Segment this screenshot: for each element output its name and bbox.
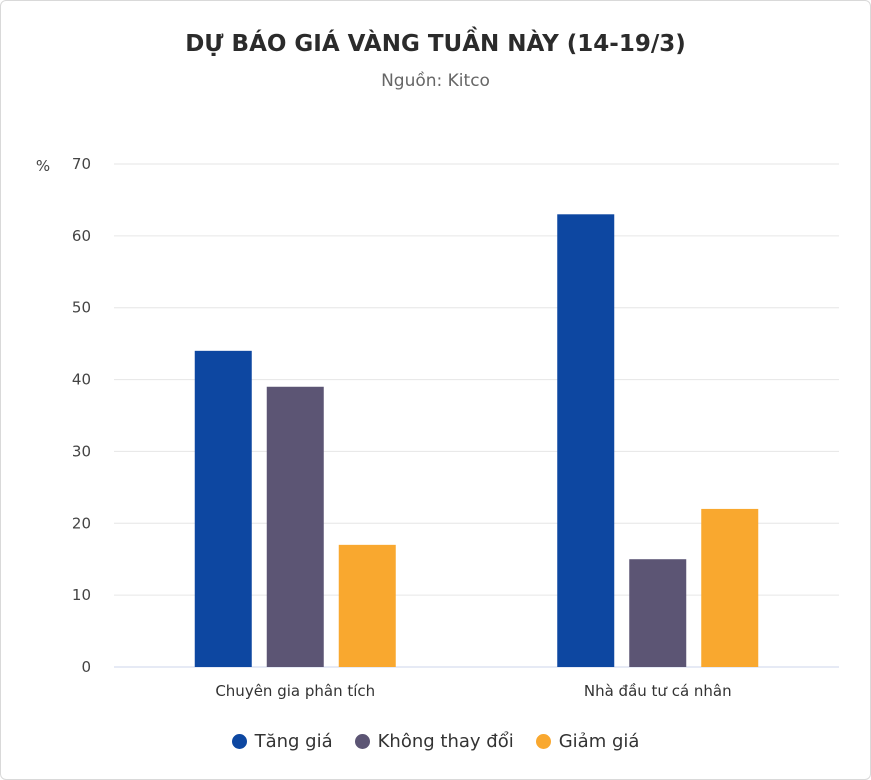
legend-marker-icon bbox=[354, 734, 370, 749]
bar-1-1 bbox=[194, 350, 252, 667]
bar-1-2 bbox=[557, 214, 615, 668]
legend-marker-icon bbox=[231, 734, 247, 749]
y-tick-label: 10 bbox=[72, 586, 91, 604]
y-tick-label: 0 bbox=[81, 658, 91, 676]
bar-3-1 bbox=[338, 544, 396, 667]
chart-title: DỰ BÁO GIÁ VÀNG TUẦN NÀY (14-19/3) bbox=[185, 31, 686, 57]
y-tick-label: 20 bbox=[72, 514, 91, 532]
y-tick-label: 60 bbox=[72, 227, 91, 245]
y-axis-label: % bbox=[36, 157, 50, 175]
chart-subtitle: Nguồn: Kitco bbox=[381, 71, 490, 91]
legend-item[interactable]: Không thay đổi bbox=[354, 731, 514, 752]
legend-marker-icon bbox=[535, 734, 551, 749]
x-tick-label: Chuyên gia phân tích bbox=[215, 682, 375, 700]
legend-label: Giảm giá bbox=[558, 731, 640, 752]
bar-chart: % 0 10 20 30 40 50 60 70 Chuyên gia phân tích Nhà… bbox=[36, 155, 839, 700]
legend-item[interactable]: Giảm giá bbox=[535, 731, 640, 752]
legend-item[interactable]: Tăng giá bbox=[231, 731, 333, 752]
legend-label: Tăng giá bbox=[254, 731, 333, 752]
bar-2-1 bbox=[266, 386, 324, 667]
legend-label: Không thay đổi bbox=[377, 731, 514, 752]
y-tick-label: 40 bbox=[72, 371, 91, 389]
legend: Tăng giá Không thay đổi Giảm giá bbox=[1, 731, 870, 752]
y-tick-label: 70 bbox=[72, 155, 91, 173]
y-tick-label: 50 bbox=[72, 299, 91, 317]
y-tick-label: 30 bbox=[72, 442, 91, 460]
bar-3-2 bbox=[701, 508, 759, 667]
x-tick-label: Nhà đầu tư cá nhân bbox=[584, 682, 732, 700]
bar-2-2 bbox=[629, 559, 687, 667]
